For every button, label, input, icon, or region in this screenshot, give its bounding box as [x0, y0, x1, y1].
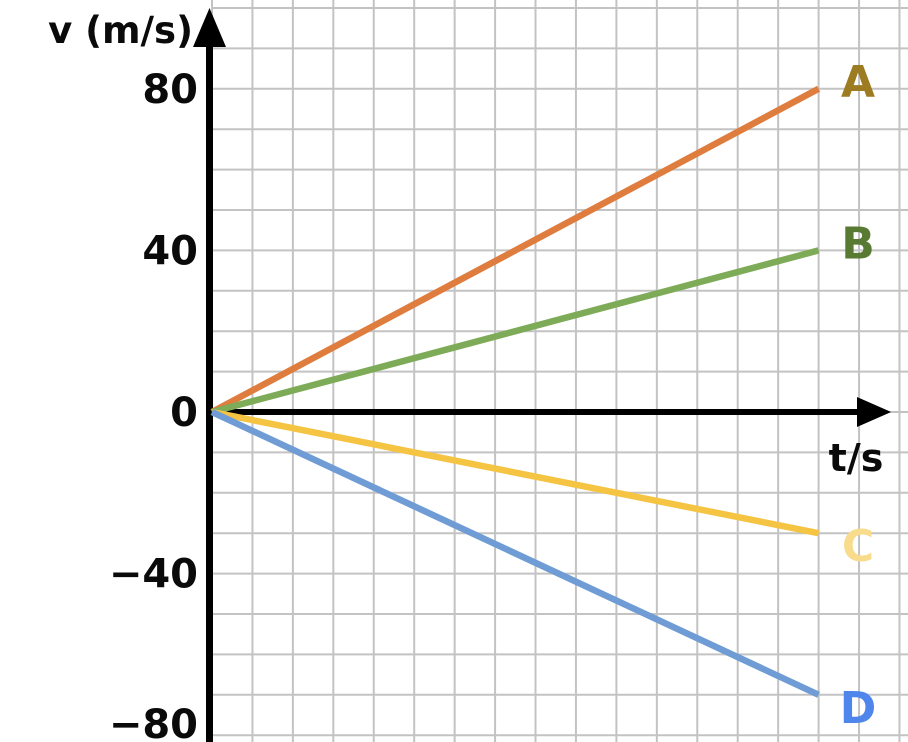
y-tick-label--80: −80 — [109, 702, 198, 742]
series-label-A: A — [841, 57, 875, 108]
y-axis-title: v (m/s) — [48, 9, 193, 52]
y-tick-label-0: 0 — [170, 390, 198, 436]
x-axis-arrowhead-icon — [857, 397, 891, 427]
y-tick-label-80: 80 — [142, 67, 198, 113]
series-label-D: D — [840, 683, 877, 734]
series-line-D — [210, 409, 820, 698]
series-line-A — [210, 85, 821, 415]
x-axis-title: t/s — [829, 436, 884, 480]
y-axis-arrowhead-icon — [193, 8, 226, 47]
y-tick-label--40: −40 — [109, 552, 198, 598]
y-tick-label-40: 40 — [142, 228, 198, 274]
series-label-B: B — [841, 218, 875, 269]
series-line-C — [211, 408, 820, 537]
series-line-B — [211, 247, 820, 416]
series-label-C: C — [842, 521, 874, 572]
